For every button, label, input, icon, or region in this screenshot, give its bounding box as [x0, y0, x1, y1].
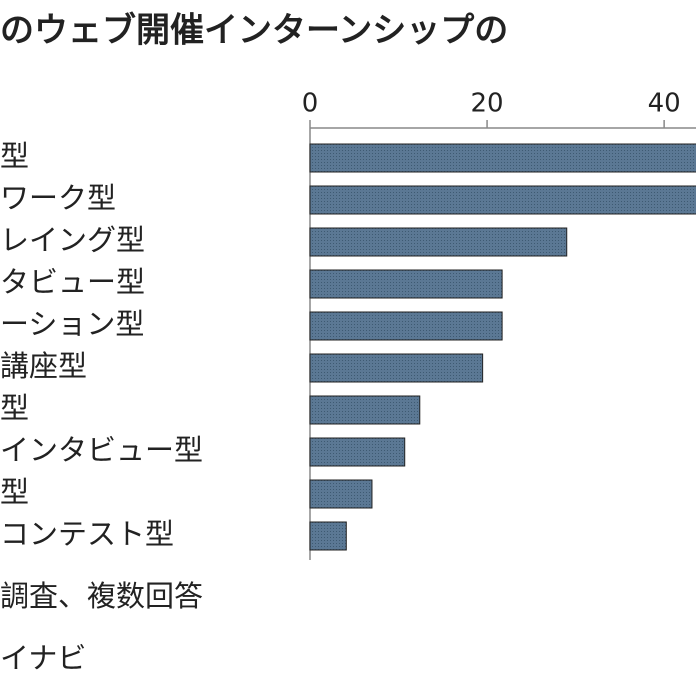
bar [309, 143, 696, 173]
bar [309, 395, 421, 425]
category-label: ワーク型 [0, 181, 116, 215]
bar [309, 437, 406, 467]
category-label: 型 [0, 475, 29, 509]
category-label: 型 [0, 139, 29, 173]
category-label: インタビュー型 [0, 433, 203, 467]
bar [309, 185, 696, 215]
bar [309, 353, 484, 383]
category-label: コンテスト型 [0, 517, 174, 551]
note: イナビ [0, 641, 86, 675]
x-tick-label: 0 [302, 89, 319, 119]
bar [309, 227, 568, 257]
note: 調査、複数回答 [0, 579, 203, 613]
bar [309, 479, 373, 509]
x-tick-label: 40 [648, 89, 681, 119]
category-label: レイング型 [0, 223, 145, 257]
category-label: タビュー型 [0, 265, 145, 299]
bar [309, 311, 503, 341]
chart-title: のウェブ開催インターンシップの [0, 11, 508, 51]
category-label: 講座型 [0, 349, 87, 383]
x-tick-label: 20 [471, 89, 504, 119]
bar [309, 269, 503, 299]
bar [309, 521, 347, 551]
category-label: ーション型 [0, 307, 144, 341]
category-label: 型 [0, 391, 29, 425]
